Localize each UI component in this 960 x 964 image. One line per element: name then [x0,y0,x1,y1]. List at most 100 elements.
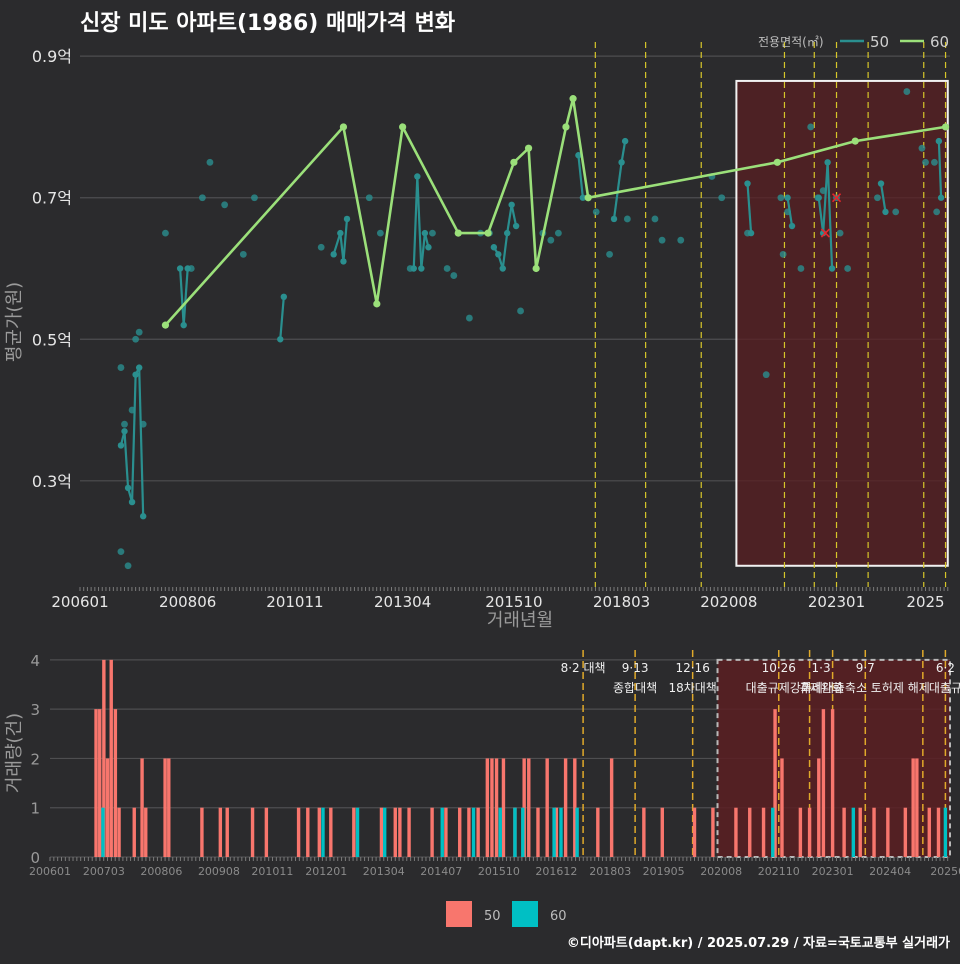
price-scatter-point [117,364,125,371]
price-scatter-point [874,194,881,202]
volume-bar-50 [554,807,559,857]
volume-bar-50 [642,807,646,857]
price-scatter-point [365,194,373,202]
volume-bar-60 [521,807,525,857]
price-scatter-point [779,250,787,258]
policy-annotation-label: 대출규제강화 [746,681,812,695]
price-scatter-point [677,236,685,244]
price-scatter-point [892,208,900,216]
series-50-point [824,159,831,166]
price-scatter-point [221,201,229,209]
price-x-tick-label: 202301 [808,593,865,611]
volume-x-axis: 200601 200703 200806 200908 201011 201201 2013… [29,857,960,878]
series-50-segment [817,197,825,234]
price-scatter-point [117,548,125,556]
price-scatter-point [251,194,258,202]
volume-bar-50 [218,807,223,857]
price-x-tick-label: 200806 [159,593,216,611]
price-y-axis-title: 평균가(원) [4,282,25,362]
volume-x-tick-label: 201407 [420,865,462,878]
volume-bar-50 [780,758,784,857]
series-60-point [524,144,533,152]
series-50-point [418,265,425,272]
policy-annotation-date: 9·13 [622,661,649,675]
price-scatter-point [517,307,524,315]
volume-legend: 50 60 [446,901,567,927]
volume-bar-50 [250,807,255,857]
series-50-point [421,229,429,237]
volume-bar-50 [132,807,136,857]
legend-60-bar-swatch [512,901,538,927]
volume-bar-50 [167,758,171,857]
series-50-point [425,244,432,251]
volume-bar-50 [911,758,915,857]
price-scatter-point [777,194,785,202]
series-60-point [454,229,462,237]
price-scatter-point [162,229,169,237]
volume-bar-50 [476,807,480,857]
price-x-axis: 200601 200806 201011 201304 201510 201803 2020… [51,587,949,611]
series-50-segment [746,183,753,234]
series-50-point [579,194,587,201]
price-scatter-point [121,420,128,428]
volume-x-tick-label: 202404 [869,865,911,878]
price-scatter-point [135,328,143,336]
series-50-segment [937,141,943,198]
series-50-segment [577,155,584,198]
series-50-point [343,215,351,223]
price-scatter-point [554,229,562,237]
price-scatter-point [206,158,214,166]
series-50-segment [123,431,130,488]
series-50-segment [620,140,627,163]
series-50-point [788,222,796,230]
series-50-segment [332,232,342,255]
volume-bar-60 [771,807,775,857]
series-50-point [828,265,836,272]
series-50-point [330,251,337,258]
series-50-point [410,265,417,272]
legend-50-bar-label: 50 [484,909,501,924]
series-50-point [414,173,421,180]
price-x-axis-title: 거래년월 [487,610,553,631]
volume-bar-50 [563,758,568,857]
volume-bar-50 [109,659,113,857]
policy-annotation-date: 8·2 대책 [561,660,606,675]
price-y-tick-label: 0.3억 [32,472,72,491]
volume-bar-50 [821,709,826,857]
volume-bar-50 [379,807,384,857]
price-panel: 0.3억 0.5억 0.7억 0.9억 200601 200806 201011 20130… [4,33,950,631]
policy-annotation-label: 규제완화 [799,681,843,695]
series-60-point [562,123,570,131]
volume-bar-50 [393,807,397,857]
volume-x-tick-label: 201201 [305,865,347,878]
price-scatter-point [836,229,844,237]
price-scatter-point [918,144,926,152]
price-x-tick-label: 201011 [266,593,323,611]
series-50-segment [182,268,189,326]
price-scatter-point [658,236,666,244]
series-50-point [621,137,629,145]
volume-x-tick-label: 20250 [930,865,960,878]
series-50-point [135,364,143,371]
series-50-point [784,194,791,201]
volume-bar-50 [144,807,148,857]
volume-bar-60 [851,807,856,857]
series-50-segment [342,218,349,262]
price-scatter-point [239,250,247,258]
volume-y-tick-label: 4 [30,652,40,670]
series-50-point [337,229,344,237]
price-scatter-point [592,208,600,216]
series-50-segment [822,162,829,234]
volume-bar-50 [734,807,738,857]
series-50-point [747,229,755,237]
volume-bar-50 [94,709,98,857]
series-50-point [128,498,136,506]
series-50-segment [501,232,509,269]
volume-bar-50 [113,709,118,857]
volume-bar-50 [915,758,919,857]
policy-annotation-date: 12·16 [675,661,709,675]
series-50-segment [130,374,137,503]
price-y-axis: 0.3억 0.5억 0.7억 0.9억 [32,47,72,491]
